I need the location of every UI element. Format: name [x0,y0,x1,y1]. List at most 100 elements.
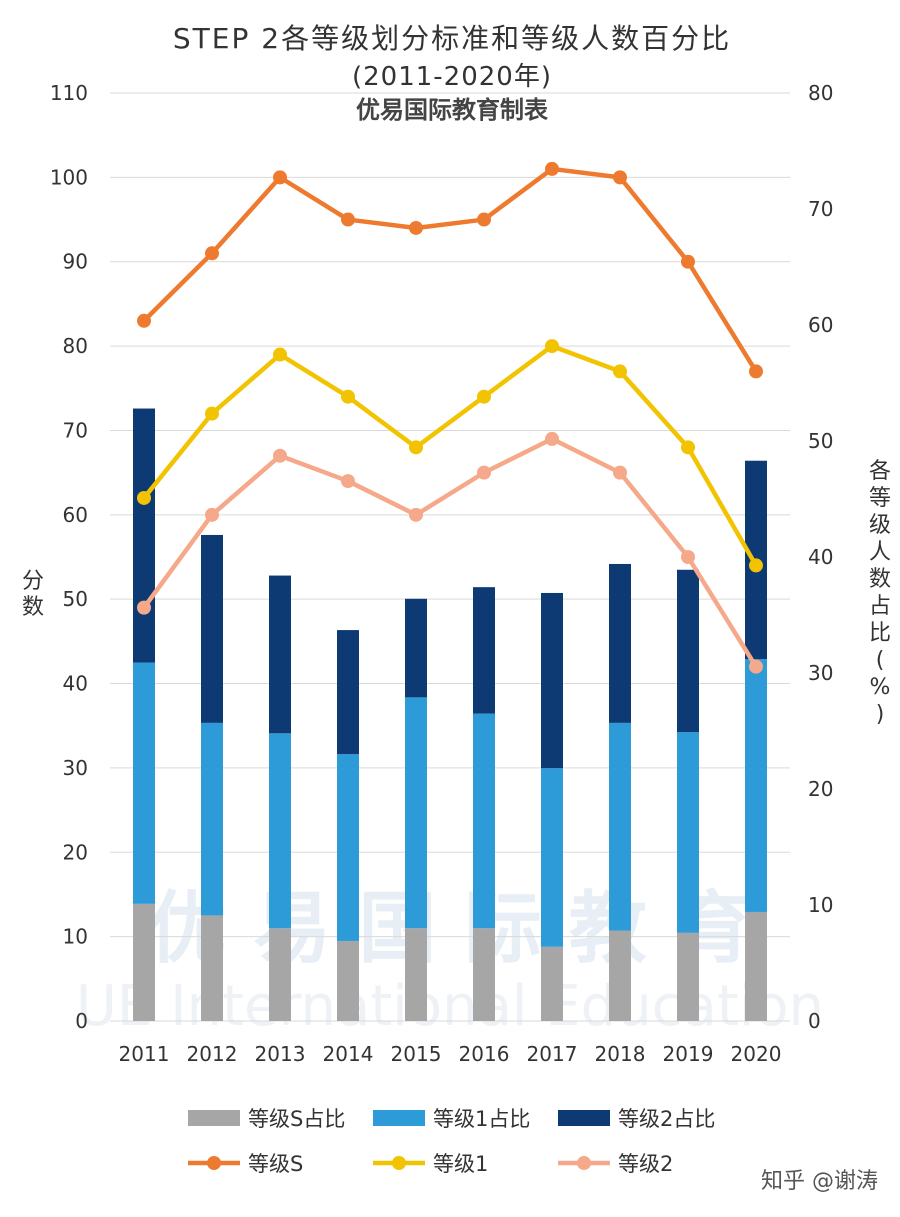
y-axis-label: 分数 [22,569,44,620]
bar-3 [405,598,427,698]
line-point [341,389,355,404]
bar-2 [337,754,359,941]
line-point [545,431,559,446]
axis-label-char: 占 [869,594,891,619]
y-tick-label: 70 [63,418,88,442]
legend-marker [207,1156,221,1170]
bar-1 [405,928,427,1021]
axis-label-char: 各 [869,459,891,484]
line-point [409,440,423,455]
line-point [749,558,763,573]
bar-1 [269,928,291,1021]
bar-1 [609,930,631,1021]
y2-tick-label: 10 [808,893,833,917]
bar-series-group [133,408,767,1021]
line-point [613,170,627,185]
background-watermark-cn: 优 易 国 际 教 育 [148,884,752,974]
line-point [273,347,287,362]
x-tick-label: 2014 [323,1042,374,1066]
legend-label: 等级1占比 [433,1107,530,1131]
line-point [681,550,695,564]
y2-tick-label: 30 [808,661,833,685]
y-tick-label: 50 [63,587,88,611]
line-point [477,212,491,227]
bar-3 [201,534,223,723]
bar-1 [677,932,699,1021]
x-tick-label: 2011 [119,1042,170,1066]
line-point [137,600,151,615]
bar-2 [609,722,631,931]
bar-2 [201,722,223,916]
chart-title: STEP 2各等级划分标准和等级人数百分比 [173,22,731,55]
y-tick-label: 80 [63,334,88,358]
axis-label-char: 人 [869,540,891,565]
line-point [273,170,287,185]
y-tick-label: 40 [63,672,88,696]
x-tick-label: 2016 [459,1042,510,1066]
y-tick-label: 0 [75,1009,88,1033]
line-point [477,389,491,404]
legend-swatch [373,1110,425,1126]
line-point [749,659,763,674]
y2-tick-label: 70 [808,197,833,221]
bar-3 [133,408,155,663]
x-tick-label: 2012 [187,1042,238,1066]
x-tick-label: 2019 [663,1042,714,1066]
axis-label-char: ) [876,702,885,727]
gridlines [110,92,790,1022]
line-point [545,339,559,354]
legend-label: 等级1 [433,1152,488,1176]
x-tick-label: 2015 [391,1042,442,1066]
y-tick-label: 110 [50,81,88,105]
y-tick-label: 20 [63,840,88,864]
bar-1 [541,946,563,1021]
x-tick-label: 2020 [731,1042,782,1066]
y2-tick-label: 20 [808,777,833,801]
y2-tick-label: 50 [808,429,833,453]
axis-label-char: 等 [869,486,891,511]
y2-tick-label: 80 [808,81,833,105]
line-point [341,474,355,489]
bar-2 [473,713,495,929]
bar-2 [405,697,427,929]
bar-3 [541,592,563,769]
bar-2 [677,732,699,933]
chart-credit: 优易国际教育制表 [356,96,549,124]
axis-label-char: 比 [869,621,891,646]
bar-3 [337,630,359,755]
bar-1 [473,928,495,1021]
y-tick-label: 90 [63,250,88,274]
y-tick-label: 30 [63,756,88,780]
line-series-group [137,161,763,674]
axis-label-char: 数 [22,595,44,620]
line-series-3 [142,436,758,668]
bar-2 [541,768,563,947]
line-point [613,465,627,480]
zhihu-watermark: 知乎 @谢涛 [761,1169,878,1194]
line-point [681,440,695,455]
legend-label: 等级2 [618,1152,673,1176]
legend-swatch [558,1110,610,1126]
line-point [137,313,151,328]
bar-1 [745,911,767,1021]
x-tick-label: 2017 [527,1042,578,1066]
line-point [409,220,423,235]
line-point [273,448,287,463]
bar-3 [269,575,291,734]
bar-1 [201,915,223,1021]
x-tick-label: 2013 [255,1042,306,1066]
line-point [205,246,219,261]
line-point [749,364,763,379]
line-point [137,490,151,505]
axis-ticks: 0 10 20 30 40 50 60 70 80 90 100 110 0 10 20 30 40 50 60 70… [50,81,834,1066]
line-point [681,254,695,269]
legend-label: 等级S占比 [248,1107,345,1131]
line-series-2 [142,343,758,567]
y-tick-label: 60 [63,503,88,527]
bar-2 [133,662,155,904]
axis-label-char: 分 [22,569,44,594]
bar-1 [337,940,359,1021]
y-tick-label: 100 [50,165,88,189]
bar-2 [745,659,767,912]
